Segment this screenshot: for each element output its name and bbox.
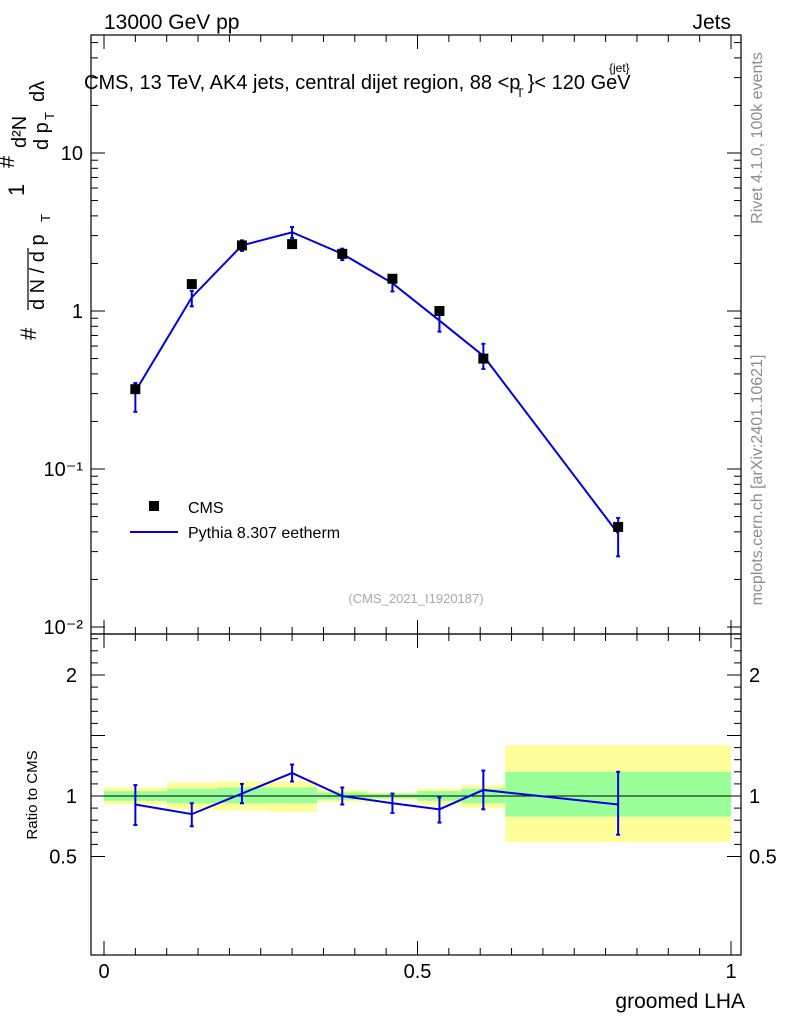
ylabel-num: d²N <box>9 116 31 148</box>
ratio-bands <box>104 745 731 842</box>
x-tick-label: 0 <box>98 961 109 983</box>
mcplots-label: mcplots.cern.ch [arXiv:2401.10621] <box>749 355 766 606</box>
ratio-band-inner <box>267 787 318 804</box>
header-right: Jets <box>692 11 731 34</box>
data-point <box>337 248 348 259</box>
x-tick-label: 0.5 <box>404 961 432 983</box>
ylabel-den2: d p <box>31 122 53 150</box>
analysis-id: (CMS_2021_I1920187) <box>348 591 483 606</box>
ratio-series <box>133 763 621 836</box>
y-tick-label: 10⁻¹ <box>44 459 84 481</box>
mc-line <box>134 231 619 535</box>
ratio-y-tick-label-right: 2 <box>749 665 760 687</box>
ratio-y-label: Ratio to CMS <box>24 750 41 839</box>
ylabel-one: 1 <box>4 184 29 196</box>
ratio-axes: 0 0.5 1 2 2 1 1 0.5 0.5 <box>49 633 777 983</box>
main-series <box>130 226 624 558</box>
ratio-y-tick-label: 0.5 <box>49 847 77 869</box>
ylabel-hash2: # <box>0 155 19 168</box>
main-y-label: # 1 d N / d p T # d²N d p T dλ <box>0 81 57 340</box>
ratio-frame <box>90 633 742 956</box>
ylabel-den-sub: T <box>38 214 53 222</box>
plot-title: CMS, 13 TeV, AK4 jets, central dijet reg… <box>84 61 631 100</box>
legend-data-label: CMS <box>188 500 224 517</box>
legend-data-marker <box>149 501 159 511</box>
main-axes: 10 1 10⁻¹ 10⁻² <box>44 34 742 639</box>
ratio-y-tick-label: 2 <box>66 665 77 687</box>
ylabel-hash: # <box>16 327 41 340</box>
svg-text:CMS, 13 TeV, AK4 jets, central: CMS, 13 TeV, AK4 jets, central dijet reg… <box>84 72 631 100</box>
x-axis-label: groomed LHA <box>615 990 745 1013</box>
ratio-y-tick-label: 1 <box>66 786 77 808</box>
data-point <box>186 279 197 290</box>
data-point <box>236 240 247 251</box>
y-tick-label: 10 <box>61 143 83 165</box>
title-sup: {jet} <box>609 61 630 75</box>
data-point <box>478 353 489 364</box>
header-left: 13000 GeV pp <box>104 11 239 34</box>
title-tail: }< 120 GeV <box>528 72 632 94</box>
y-tick-label: 1 <box>72 301 83 323</box>
ylabel-den2-sub: T <box>42 112 57 120</box>
data-point <box>613 521 624 532</box>
rivet-label: Rivet 4.1.0, 100k events <box>749 52 766 224</box>
y-tick-label: 10⁻² <box>44 617 84 639</box>
main-frame <box>90 34 742 635</box>
data-point <box>287 239 298 250</box>
legend: CMS Pythia 8.307 eetherm <box>130 500 340 542</box>
ratio-y-tick-label-right: 1 <box>749 786 760 808</box>
data-point <box>130 384 141 395</box>
legend-mc-label: Pythia 8.307 eetherm <box>188 525 340 542</box>
x-tick-label: 1 <box>725 961 736 983</box>
ylabel-dl: dλ <box>27 81 49 102</box>
ylabel-den: d N / d p <box>27 234 49 310</box>
data-point <box>434 306 445 316</box>
title-sub: T <box>516 86 524 100</box>
data-point <box>387 273 398 284</box>
ratio-y-tick-label-right: 0.5 <box>749 847 777 869</box>
title-main: CMS, 13 TeV, AK4 jets, central dijet reg… <box>84 72 520 94</box>
